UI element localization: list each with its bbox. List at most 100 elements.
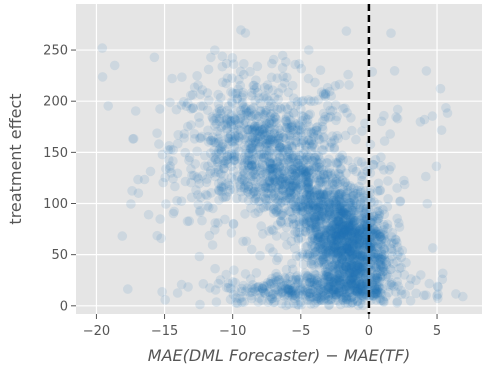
data-point [318, 125, 328, 135]
data-point [330, 135, 340, 145]
data-point [392, 298, 402, 308]
data-point [341, 131, 351, 141]
data-point [323, 101, 333, 111]
data-point [323, 83, 333, 93]
data-point [307, 234, 317, 244]
data-point [371, 229, 381, 239]
data-point [341, 169, 351, 179]
data-point [227, 97, 237, 107]
data-point [215, 104, 225, 114]
data-point [103, 101, 113, 111]
data-point [247, 161, 257, 171]
data-point [343, 70, 353, 80]
data-point [202, 178, 212, 188]
data-point [195, 206, 205, 216]
data-point [416, 270, 426, 280]
data-point [303, 252, 313, 262]
data-point [320, 193, 330, 203]
data-point [366, 140, 376, 150]
data-point [288, 81, 298, 91]
data-point [422, 66, 432, 76]
data-point [239, 59, 249, 69]
data-point [167, 74, 177, 84]
y-tick-label: 150 [43, 146, 68, 161]
data-point [158, 178, 168, 188]
data-point [210, 45, 220, 55]
data-point [357, 126, 367, 136]
data-point [353, 250, 363, 260]
data-point [230, 175, 240, 185]
data-point [428, 243, 438, 253]
y-tick-label: 0 [60, 299, 68, 314]
y-tick-label: 250 [43, 44, 68, 59]
data-point [394, 218, 404, 228]
data-point [249, 103, 259, 113]
data-point [295, 291, 305, 301]
x-tick-label: −5 [291, 324, 310, 339]
data-point [172, 105, 182, 115]
data-point [281, 301, 291, 311]
data-point [336, 203, 346, 213]
data-point [310, 78, 320, 88]
data-point [152, 231, 162, 241]
data-point [203, 126, 213, 136]
data-point [204, 65, 214, 75]
data-point [396, 263, 406, 273]
data-point [284, 181, 294, 191]
data-point [238, 237, 248, 247]
data-point [250, 209, 260, 219]
data-point [293, 128, 303, 138]
data-point [377, 289, 387, 299]
data-point [345, 181, 355, 191]
data-point [286, 141, 296, 151]
data-point [248, 171, 258, 181]
data-point [247, 245, 257, 255]
data-point [239, 281, 249, 291]
data-point [173, 139, 183, 149]
data-point [183, 98, 193, 108]
data-point [359, 238, 369, 248]
data-point [197, 216, 207, 226]
data-point [393, 250, 403, 260]
data-point [211, 285, 221, 295]
data-point [192, 147, 202, 157]
data-point [217, 147, 227, 157]
data-point [346, 220, 356, 230]
data-point [164, 141, 174, 151]
data-point [400, 180, 410, 190]
data-point [243, 125, 253, 135]
data-point [165, 164, 175, 174]
data-point [391, 112, 401, 122]
data-point [383, 202, 393, 212]
data-point [181, 177, 191, 187]
data-point [313, 289, 323, 299]
data-point [333, 192, 343, 202]
data-point [354, 192, 364, 202]
data-point [269, 129, 279, 139]
data-point [195, 300, 205, 310]
data-point [315, 155, 325, 165]
data-point [277, 284, 287, 294]
data-point [300, 268, 310, 278]
data-point [437, 125, 447, 135]
data-point [241, 149, 251, 159]
data-point [278, 72, 288, 82]
data-point [255, 251, 265, 261]
data-point [432, 162, 442, 172]
data-point [264, 84, 274, 94]
data-point [110, 61, 120, 71]
data-point [328, 248, 338, 258]
data-point [416, 117, 426, 127]
data-point [303, 187, 313, 197]
data-point [213, 90, 223, 100]
data-point [325, 164, 335, 174]
data-point [209, 116, 219, 126]
data-point [195, 118, 205, 128]
data-point [224, 134, 234, 144]
x-tick-label: −10 [219, 324, 246, 339]
data-point [391, 235, 401, 245]
data-point [292, 300, 302, 310]
data-point [218, 78, 228, 88]
data-point [168, 174, 178, 184]
